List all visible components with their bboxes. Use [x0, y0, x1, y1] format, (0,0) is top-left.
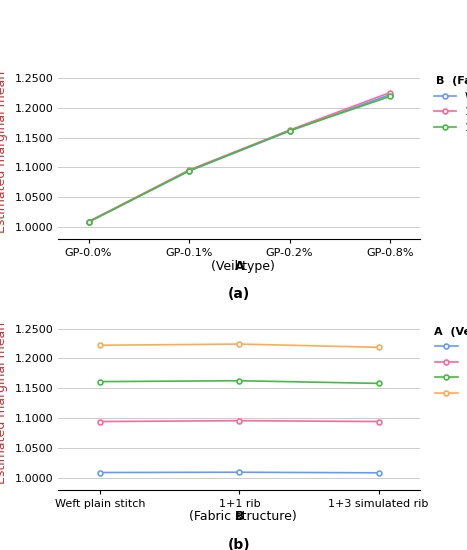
- Legend: GP-0.0%, GP-0.1%, GP-0.2%, GP-0.8%: GP-0.0%, GP-0.1%, GP-0.2%, GP-0.8%: [430, 322, 467, 403]
- Legend: Weft plain stitch, 1+1 rib, 1+3 simulated rib: Weft plain stitch, 1+1 rib, 1+3 simulate…: [430, 72, 467, 137]
- Y-axis label: Estimated marginal mean: Estimated marginal mean: [0, 322, 8, 484]
- Text: (Veil type): (Veil type): [204, 260, 275, 273]
- Text: A: A: [234, 260, 244, 273]
- Y-axis label: Estimated marginal mean: Estimated marginal mean: [0, 72, 8, 234]
- Text: (a): (a): [228, 287, 250, 301]
- Text: B: B: [234, 510, 244, 523]
- Text: (b): (b): [228, 538, 251, 550]
- Text: (Fabric structure): (Fabric structure): [182, 510, 297, 523]
